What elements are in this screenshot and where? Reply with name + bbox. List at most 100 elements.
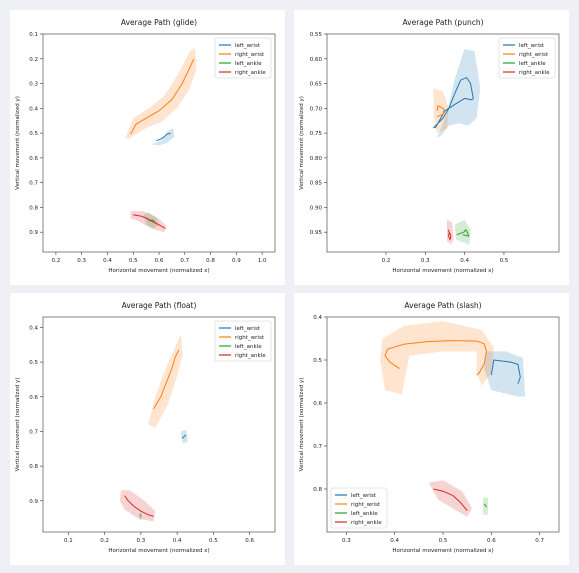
y-tick-label: 0.9 bbox=[29, 230, 38, 236]
legend: left_wrist right_wrist left_ankle right_ank… bbox=[330, 487, 388, 529]
line-left-ankle bbox=[483, 503, 487, 508]
x-tick-label: 0.2 bbox=[100, 538, 109, 544]
x-tick-label: 0.2 bbox=[382, 258, 391, 264]
y-tick-label: 0.8 bbox=[29, 464, 38, 470]
x-tick-label: 0.3 bbox=[137, 538, 146, 544]
x-tick-label: 0.4 bbox=[460, 258, 469, 264]
line-right-wrist bbox=[153, 349, 180, 410]
legend-label: right_wrist bbox=[519, 52, 549, 58]
y-tick-label: 0.1 bbox=[29, 32, 38, 38]
legend-label: left_ankle bbox=[519, 61, 546, 67]
legend-label: left_wrist bbox=[235, 326, 261, 332]
line-left-wrist bbox=[181, 434, 187, 439]
line-left-ankle bbox=[456, 229, 470, 237]
band-right-ankle bbox=[446, 219, 454, 245]
chart-slash: Average Path (slash) 0.3 0.4 0.5 0.6 0.7 0.4 0.… bbox=[299, 301, 560, 554]
y-tick-label: 0.8 bbox=[313, 487, 322, 493]
y-tick-label: 0.6 bbox=[29, 395, 38, 401]
chart-glide: Average Path (glide) 0.2 0.3 0.4 0.5 0.6 0.7 0.… bbox=[15, 18, 276, 274]
chart-panel-float: Average Path (float) 0.1 0.2 0.3 0.4 0.5 0.6 0.… bbox=[10, 293, 285, 565]
x-tick-label: 1.0 bbox=[258, 258, 267, 264]
y-tick-label: 0.5 bbox=[313, 358, 322, 364]
plot-area bbox=[380, 321, 526, 517]
x-axis-label: Horizontal movement (normalized x) bbox=[108, 548, 209, 554]
y-tick-label: 0.7 bbox=[29, 181, 38, 187]
x-tick-label: 0.5 bbox=[209, 538, 218, 544]
axes-frame bbox=[326, 33, 560, 253]
y-axis-label: Vertical movement (normalized y) bbox=[15, 96, 21, 190]
legend-label: left_ankle bbox=[235, 344, 262, 350]
x-tick-label: 0.7 bbox=[535, 538, 544, 544]
line-right-ankle bbox=[433, 488, 468, 511]
x-axis-label: Horizontal movement (normalized x) bbox=[108, 268, 209, 274]
y-tick-label: 0.70 bbox=[310, 106, 323, 112]
chart-title: Average Path (punch) bbox=[402, 18, 483, 27]
legend-label: right_ankle bbox=[235, 353, 266, 359]
line-right-wrist bbox=[130, 58, 195, 135]
line-left-ankle bbox=[139, 514, 142, 517]
y-tick-label: 0.7 bbox=[29, 429, 38, 435]
x-tick-label: 0.4 bbox=[173, 538, 182, 544]
x-tick-label: 0.2 bbox=[52, 258, 61, 264]
x-tick-label: 0.6 bbox=[245, 538, 254, 544]
line-right-ankle bbox=[124, 495, 154, 517]
chart-panel-punch: Average Path (punch) 0.2 0.3 0.4 0.5 0.55 0.60… bbox=[294, 10, 569, 285]
chart-title: Average Path (glide) bbox=[121, 18, 197, 27]
y-tick-label: 0.4 bbox=[29, 106, 38, 112]
y-tick-label: 0.6 bbox=[313, 401, 322, 407]
band-left-wrist bbox=[484, 351, 526, 397]
legend-box bbox=[498, 37, 556, 79]
line-left-wrist bbox=[156, 132, 171, 141]
y-tick-label: 0.95 bbox=[310, 230, 323, 236]
y-tick-label: 0.3 bbox=[29, 82, 38, 88]
band-right-ankle bbox=[119, 490, 156, 522]
y-tick-label: 0.85 bbox=[310, 181, 323, 187]
chart-title: Average Path (slash) bbox=[404, 301, 481, 310]
line-left-wrist bbox=[432, 77, 474, 129]
band-right-ankle bbox=[130, 211, 167, 233]
x-tick-label: 0.6 bbox=[487, 538, 496, 544]
y-tick-label: 0.7 bbox=[313, 444, 322, 450]
x-tick-label: 0.1 bbox=[64, 538, 73, 544]
band-right-wrist bbox=[380, 321, 494, 395]
legend-box bbox=[330, 487, 388, 529]
y-tick-label: 0.5 bbox=[29, 131, 38, 137]
y-tick-label: 0.60 bbox=[310, 57, 323, 63]
line-right-ankle bbox=[447, 229, 452, 241]
band-right-wrist bbox=[125, 47, 197, 140]
legend: left_wrist right_wrist left_ankle right_ank… bbox=[214, 37, 272, 79]
x-axis-label: Horizontal movement (normalized x) bbox=[392, 548, 493, 554]
legend-label: left_ankle bbox=[235, 61, 262, 67]
chart-title: Average Path (float) bbox=[122, 301, 197, 310]
x-tick-label: 0.3 bbox=[421, 258, 430, 264]
x-tick-label: 0.9 bbox=[232, 258, 241, 264]
legend: left_wrist right_wrist left_ankle right_ank… bbox=[214, 320, 272, 362]
legend-label: right_wrist bbox=[351, 502, 381, 508]
chart-panel-slash: Average Path (slash) 0.3 0.4 0.5 0.6 0.7 0.4 0.… bbox=[294, 293, 569, 565]
x-axis-label: Horizontal movement (normalized x) bbox=[392, 268, 493, 274]
y-tick-label: 0.5 bbox=[29, 360, 38, 366]
y-tick-label: 0.8 bbox=[29, 205, 38, 211]
x-tick-label: 0.6 bbox=[155, 258, 164, 264]
x-tick-label: 0.4 bbox=[390, 538, 399, 544]
x-tick-label: 0.3 bbox=[77, 258, 86, 264]
plot-area bbox=[125, 47, 197, 233]
legend-label: right_ankle bbox=[235, 70, 266, 76]
chart-punch: Average Path (punch) 0.2 0.3 0.4 0.5 0.55 0.60… bbox=[299, 18, 560, 274]
legend-label: left_wrist bbox=[519, 43, 545, 49]
x-tick-label: 0.3 bbox=[342, 538, 351, 544]
band-left-wrist bbox=[151, 128, 175, 146]
x-tick-label: 0.5 bbox=[500, 258, 509, 264]
y-tick-label: 0.65 bbox=[310, 82, 323, 88]
legend-label: left_wrist bbox=[351, 493, 377, 499]
legend-label: right_ankle bbox=[351, 520, 382, 526]
chart-float: Average Path (float) 0.1 0.2 0.3 0.4 0.5 0.6 0.… bbox=[15, 301, 276, 554]
plot-area bbox=[119, 334, 188, 522]
band-left-wrist bbox=[437, 48, 481, 138]
plot-area bbox=[432, 48, 481, 245]
legend-label: right_wrist bbox=[235, 52, 265, 58]
x-tick-label: 0.4 bbox=[103, 258, 112, 264]
band-right-wrist bbox=[148, 334, 183, 428]
axes-frame bbox=[42, 316, 276, 533]
y-tick-label: 0.55 bbox=[310, 32, 323, 38]
